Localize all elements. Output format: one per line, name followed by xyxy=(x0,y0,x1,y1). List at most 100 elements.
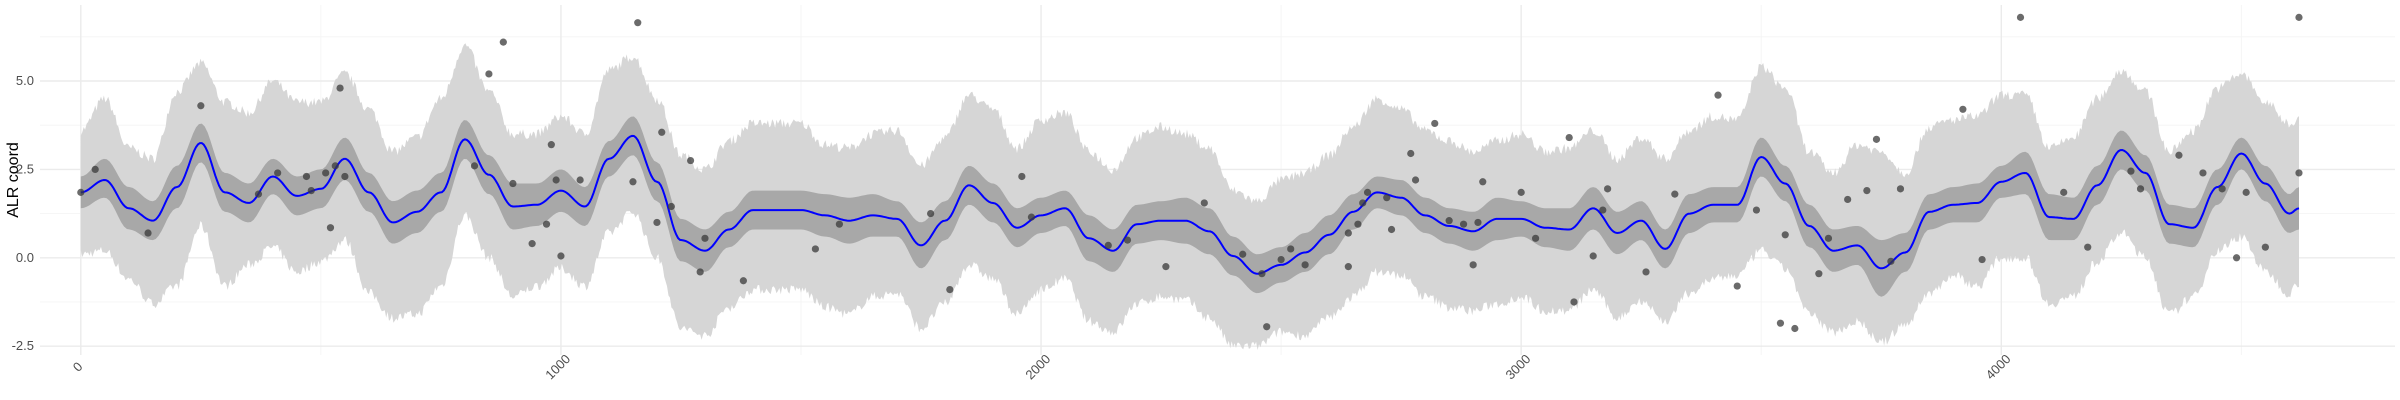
data-point xyxy=(2136,185,2145,193)
data-point xyxy=(1671,190,1679,198)
data-point xyxy=(1872,135,1881,143)
data-point xyxy=(302,172,311,181)
data-point xyxy=(470,162,479,170)
data-point xyxy=(1387,225,1396,234)
data-point xyxy=(1018,172,1026,181)
data-point xyxy=(2084,243,2092,251)
data-point xyxy=(341,172,349,181)
data-point xyxy=(547,141,555,149)
data-point xyxy=(1104,241,1112,250)
data-point xyxy=(811,245,819,253)
data-point xyxy=(1162,263,1170,271)
data-point xyxy=(2232,254,2241,262)
data-point xyxy=(2261,243,2269,251)
data-point xyxy=(667,202,675,211)
data-point xyxy=(1570,298,1578,306)
data-point xyxy=(1896,185,1905,193)
data-point xyxy=(2199,169,2207,177)
data-point xyxy=(1383,194,1391,202)
data-point xyxy=(576,176,584,184)
data-point xyxy=(509,179,517,188)
data-point xyxy=(1363,188,1372,196)
data-point xyxy=(1301,261,1309,269)
data-point xyxy=(1287,245,1295,253)
data-point xyxy=(2295,169,2303,177)
data-point xyxy=(1978,255,1986,264)
data-point xyxy=(1027,213,1036,221)
data-point xyxy=(331,162,339,170)
data-point xyxy=(1863,187,1871,195)
observation-points xyxy=(77,13,2303,333)
data-point xyxy=(1479,178,1487,186)
data-point xyxy=(326,224,335,232)
data-point xyxy=(1474,218,1482,227)
data-point xyxy=(1263,323,1271,331)
data-point xyxy=(1531,234,1540,242)
data-point xyxy=(1642,268,1650,276)
data-point xyxy=(739,277,747,285)
data-point xyxy=(2295,13,2303,21)
data-point xyxy=(1200,199,1208,207)
data-point xyxy=(274,169,282,177)
data-point xyxy=(1411,176,1420,184)
data-point xyxy=(1407,149,1415,158)
data-point xyxy=(1469,261,1477,269)
data-point xyxy=(2218,185,2226,193)
data-point xyxy=(1844,195,1852,204)
data-point xyxy=(1589,252,1597,260)
data-point xyxy=(1344,263,1352,271)
data-point xyxy=(557,252,565,260)
data-point xyxy=(542,220,551,228)
data-point xyxy=(696,268,704,276)
data-point xyxy=(1123,236,1132,244)
data-point xyxy=(1887,257,1895,265)
confidence-bands xyxy=(80,43,2299,350)
data-point xyxy=(629,178,637,186)
data-point xyxy=(77,188,85,196)
data-point xyxy=(1517,188,1525,196)
data-point xyxy=(1445,217,1453,225)
data-point xyxy=(653,218,661,227)
mean-line xyxy=(80,134,2300,275)
data-point xyxy=(1599,206,1607,214)
data-point xyxy=(1258,270,1266,278)
data-point xyxy=(1344,229,1352,237)
data-point xyxy=(2242,188,2250,196)
data-point xyxy=(307,187,315,195)
data-point xyxy=(1752,206,1761,214)
data-point xyxy=(1459,220,1468,228)
data-point xyxy=(1815,270,1823,278)
y-tick-label: 5.0 xyxy=(16,73,34,88)
data-point xyxy=(1603,185,1612,193)
data-point xyxy=(1431,119,1439,128)
data-point xyxy=(1959,105,1967,113)
inner-band xyxy=(80,116,2299,297)
data-point xyxy=(485,70,493,78)
data-point xyxy=(499,38,507,46)
data-point xyxy=(946,285,954,294)
data-point xyxy=(336,84,344,92)
data-point xyxy=(197,102,205,110)
data-point xyxy=(1565,133,1573,142)
data-point xyxy=(1359,199,1367,207)
data-point xyxy=(835,220,844,228)
data-point xyxy=(2175,151,2183,159)
data-point xyxy=(144,229,152,237)
y-tick-label: 2.5 xyxy=(16,161,34,176)
data-point xyxy=(552,176,560,184)
data-point xyxy=(1824,234,1833,242)
data-point xyxy=(686,156,695,165)
data-point xyxy=(658,128,666,136)
data-point xyxy=(1776,319,1785,327)
y-axis-title: ALR coord xyxy=(5,142,22,218)
data-point xyxy=(1714,91,1722,99)
data-point xyxy=(1277,255,1285,264)
data-point xyxy=(1354,220,1362,228)
data-point xyxy=(322,169,330,177)
data-point xyxy=(927,209,935,218)
data-point xyxy=(254,190,263,198)
data-point xyxy=(2127,167,2135,175)
mean-line-layer xyxy=(80,134,2300,275)
